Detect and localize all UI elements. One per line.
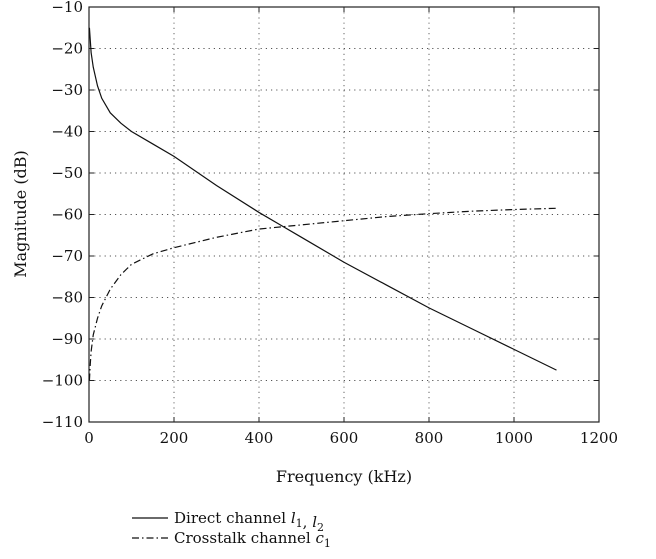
y-tick-label: −110 xyxy=(42,413,83,431)
y-tick-label: −10 xyxy=(51,0,83,16)
axis-ticks xyxy=(88,6,600,423)
x-tick-label: 800 xyxy=(415,429,444,447)
legend-entry-2: Crosstalk channel c1 xyxy=(174,529,331,550)
y-tick-label: −70 xyxy=(51,247,83,265)
x-tick-label: 1000 xyxy=(495,429,533,447)
legend-entry-1: Direct channel l1, l2 xyxy=(174,509,324,534)
y-axis-title: Magnitude (dB) xyxy=(11,150,30,278)
x-tick-label: 1200 xyxy=(580,429,618,447)
y-tick-label: −40 xyxy=(51,123,83,141)
x-tick-label: 400 xyxy=(245,429,274,447)
y-tick-label: −30 xyxy=(51,81,83,99)
x-tick-label: 200 xyxy=(160,429,189,447)
y-tick-label: −50 xyxy=(51,164,83,182)
grid-lines xyxy=(89,7,599,422)
y-tick-label: −60 xyxy=(51,206,83,224)
y-tick-label: −90 xyxy=(51,330,83,348)
tick-labels: 0 200 400 600 800 1000 1200 −10 −20 −30 −40 −50 −60 −… xyxy=(42,0,618,447)
y-tick-label: −20 xyxy=(51,40,83,58)
x-tick-label: 0 xyxy=(84,429,94,447)
x-axis-title: Frequency (kHz) xyxy=(276,467,412,486)
y-tick-label: −100 xyxy=(42,372,83,390)
series-line-1 xyxy=(88,27,557,371)
series-lines xyxy=(88,27,557,381)
series-line-2 xyxy=(88,207,557,381)
x-tick-label: 600 xyxy=(330,429,359,447)
y-tick-label: −80 xyxy=(51,289,83,307)
